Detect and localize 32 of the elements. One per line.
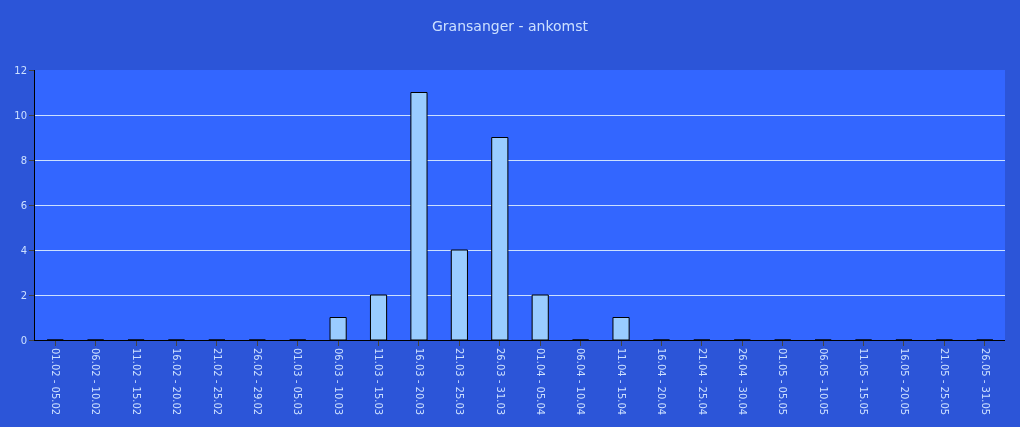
x-tick-label: 01.02 - 05.02 — [49, 348, 61, 416]
chart-title: Gransanger - ankomst — [431, 18, 589, 35]
y-tick-label: 10 — [14, 109, 27, 121]
y-tick-label: 6 — [20, 199, 27, 211]
y-tick-label: 8 — [20, 154, 27, 166]
x-tick-label: 11.04 - 15.04 — [615, 348, 627, 416]
y-tick-label: 4 — [20, 244, 27, 256]
x-tick-label: 21.04 - 25.04 — [696, 348, 708, 416]
x-tick-label: 06.04 - 10.04 — [575, 348, 587, 416]
y-tick-label: 0 — [20, 334, 27, 346]
x-tick-label: 11.05 - 15.05 — [858, 348, 870, 416]
x-tick-label: 06.05 - 10.05 — [817, 348, 829, 416]
x-tick-label: 11.03 - 15.03 — [373, 348, 385, 416]
x-tick-label: 16.02 - 20.02 — [171, 348, 183, 416]
x-tick-label: 01.04 - 05.04 — [534, 348, 546, 416]
x-tick-label: 06.03 - 10.03 — [332, 348, 344, 416]
x-tick-label: 26.04 - 30.04 — [737, 348, 749, 416]
x-tick-label: 11.02 - 15.02 — [130, 348, 142, 416]
y-tick-label: 12 — [14, 64, 27, 76]
x-tick-label: 26.05 - 31.05 — [979, 348, 991, 416]
y-tick-label: 2 — [20, 289, 27, 301]
x-tick-label: 16.05 - 20.05 — [898, 348, 910, 416]
x-tick-label: 01.05 - 05.05 — [777, 348, 789, 416]
x-tick-label: 21.02 - 25.02 — [211, 348, 223, 416]
x-tick-label: 21.05 - 25.05 — [939, 348, 951, 416]
x-tick-label: 16.04 - 20.04 — [656, 348, 668, 416]
x-tick-label: 21.03 - 25.03 — [454, 348, 466, 416]
x-tick-label: 26.02 - 29.02 — [252, 348, 264, 416]
x-tick-label: 26.03 - 31.03 — [494, 348, 506, 416]
x-tick-label: 16.03 - 20.03 — [413, 348, 425, 416]
x-tick-label: 01.03 - 05.03 — [292, 348, 304, 416]
x-tick-label: 06.02 - 10.02 — [90, 348, 102, 416]
